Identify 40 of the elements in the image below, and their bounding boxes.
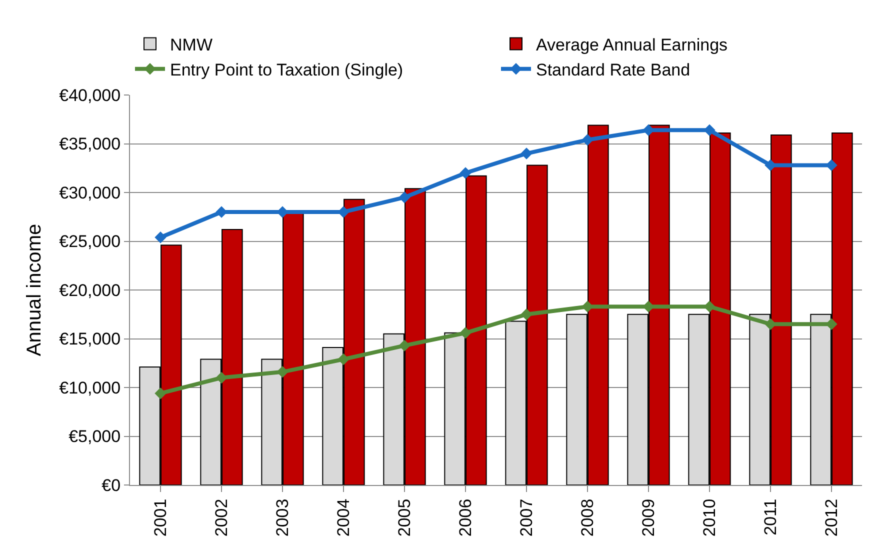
y-tick-label: €35,000	[59, 134, 121, 154]
point	[216, 372, 228, 384]
point	[398, 340, 410, 352]
y-tick-label: €25,000	[59, 232, 121, 252]
x-tick-label: 2002	[212, 498, 232, 537]
x-tick-label: 2004	[334, 498, 354, 537]
x-tick-label: 2008	[578, 498, 598, 537]
point	[398, 192, 410, 204]
point	[582, 134, 594, 146]
point	[642, 124, 654, 136]
x-tick-label: 2011	[761, 498, 780, 536]
y-tick-label: €40,000	[59, 86, 121, 105]
y-tick-label: €0	[102, 476, 121, 495]
x-tick-label: 2012	[822, 498, 842, 537]
point	[460, 167, 472, 179]
y-tick-label: €15,000	[59, 330, 121, 349]
point	[460, 327, 472, 339]
point	[520, 148, 532, 160]
point	[276, 366, 288, 378]
point	[338, 353, 350, 366]
x-tick-label: 2001	[151, 498, 170, 537]
point	[154, 388, 166, 400]
point	[704, 124, 716, 136]
y-axis-title: Annual income	[24, 224, 46, 356]
point	[520, 308, 532, 320]
x-tick-label: 2005	[395, 498, 414, 537]
legend-label: Standard Rate Band	[536, 60, 690, 80]
x-tick-label: 2006	[456, 498, 476, 537]
y-tick-label: €20,000	[59, 280, 121, 300]
x-tick-label: 2009	[639, 498, 658, 537]
y-tick-label: €30,000	[59, 183, 121, 202]
legend-label: NMW	[170, 35, 212, 54]
legend-label: Entry Point to Taxation (Single)	[170, 60, 404, 80]
x-tick-label: 2007	[517, 498, 536, 537]
y-tick-label: €5,000	[68, 427, 121, 446]
x-tick-label: 2010	[700, 498, 720, 537]
y-tick-label: €10,000	[59, 378, 121, 398]
point	[154, 232, 166, 244]
legend-label: Average Annual Earnings	[536, 35, 728, 54]
x-tick-label: 2003	[273, 498, 292, 537]
